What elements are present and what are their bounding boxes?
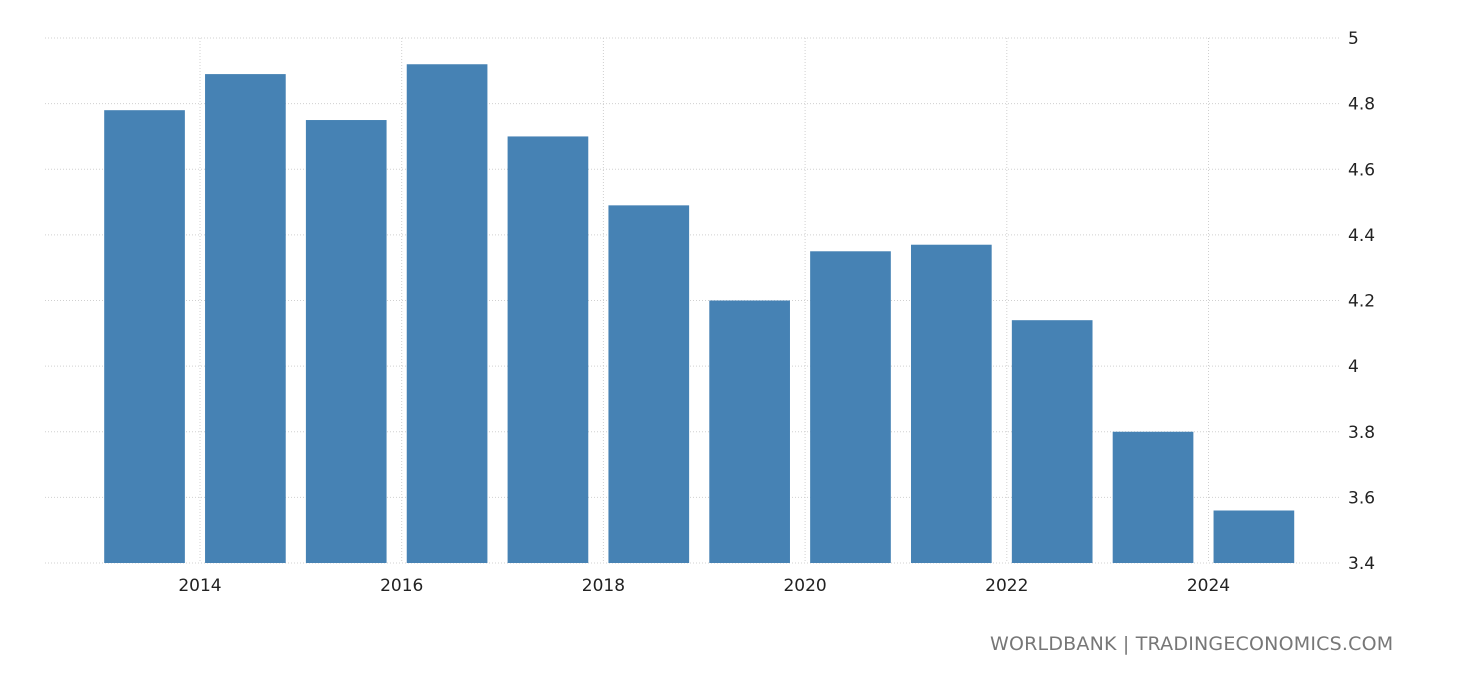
source-label: WORLDBANK | TRADINGECONOMICS.COM	[990, 633, 1394, 655]
x-tick-label: 2014	[178, 576, 221, 596]
y-tick-label: 4	[1348, 357, 1359, 377]
bar-2021	[910, 244, 992, 563]
y-tick-label: 4.6	[1348, 160, 1375, 180]
bar-2015	[305, 120, 387, 563]
bar-2018	[608, 205, 690, 563]
bar-2016	[406, 64, 488, 563]
y-tick-label: 4.4	[1348, 226, 1375, 246]
bar-2014	[205, 74, 286, 563]
x-tick-label: 2022	[985, 576, 1028, 596]
y-tick-label: 5	[1348, 29, 1359, 49]
bar-2024	[1213, 510, 1295, 563]
bar-2019	[709, 300, 790, 563]
y-tick-label: 3.8	[1348, 423, 1375, 443]
x-tick-label: 2018	[582, 576, 625, 596]
y-tick-label: 3.6	[1348, 488, 1375, 508]
x-tick-label: 2020	[783, 576, 826, 596]
x-tick-label: 2024	[1187, 576, 1230, 596]
y-tick-label: 4.8	[1348, 95, 1375, 115]
y-tick-label: 4.2	[1348, 292, 1375, 312]
bar-2020	[810, 251, 891, 563]
bar-2023	[1112, 431, 1194, 563]
y-tick-label: 3.4	[1348, 554, 1375, 574]
bar-2017	[507, 136, 589, 563]
bar-2013	[104, 110, 185, 563]
x-tick-label: 2016	[380, 576, 423, 596]
bar-2022	[1011, 320, 1093, 563]
